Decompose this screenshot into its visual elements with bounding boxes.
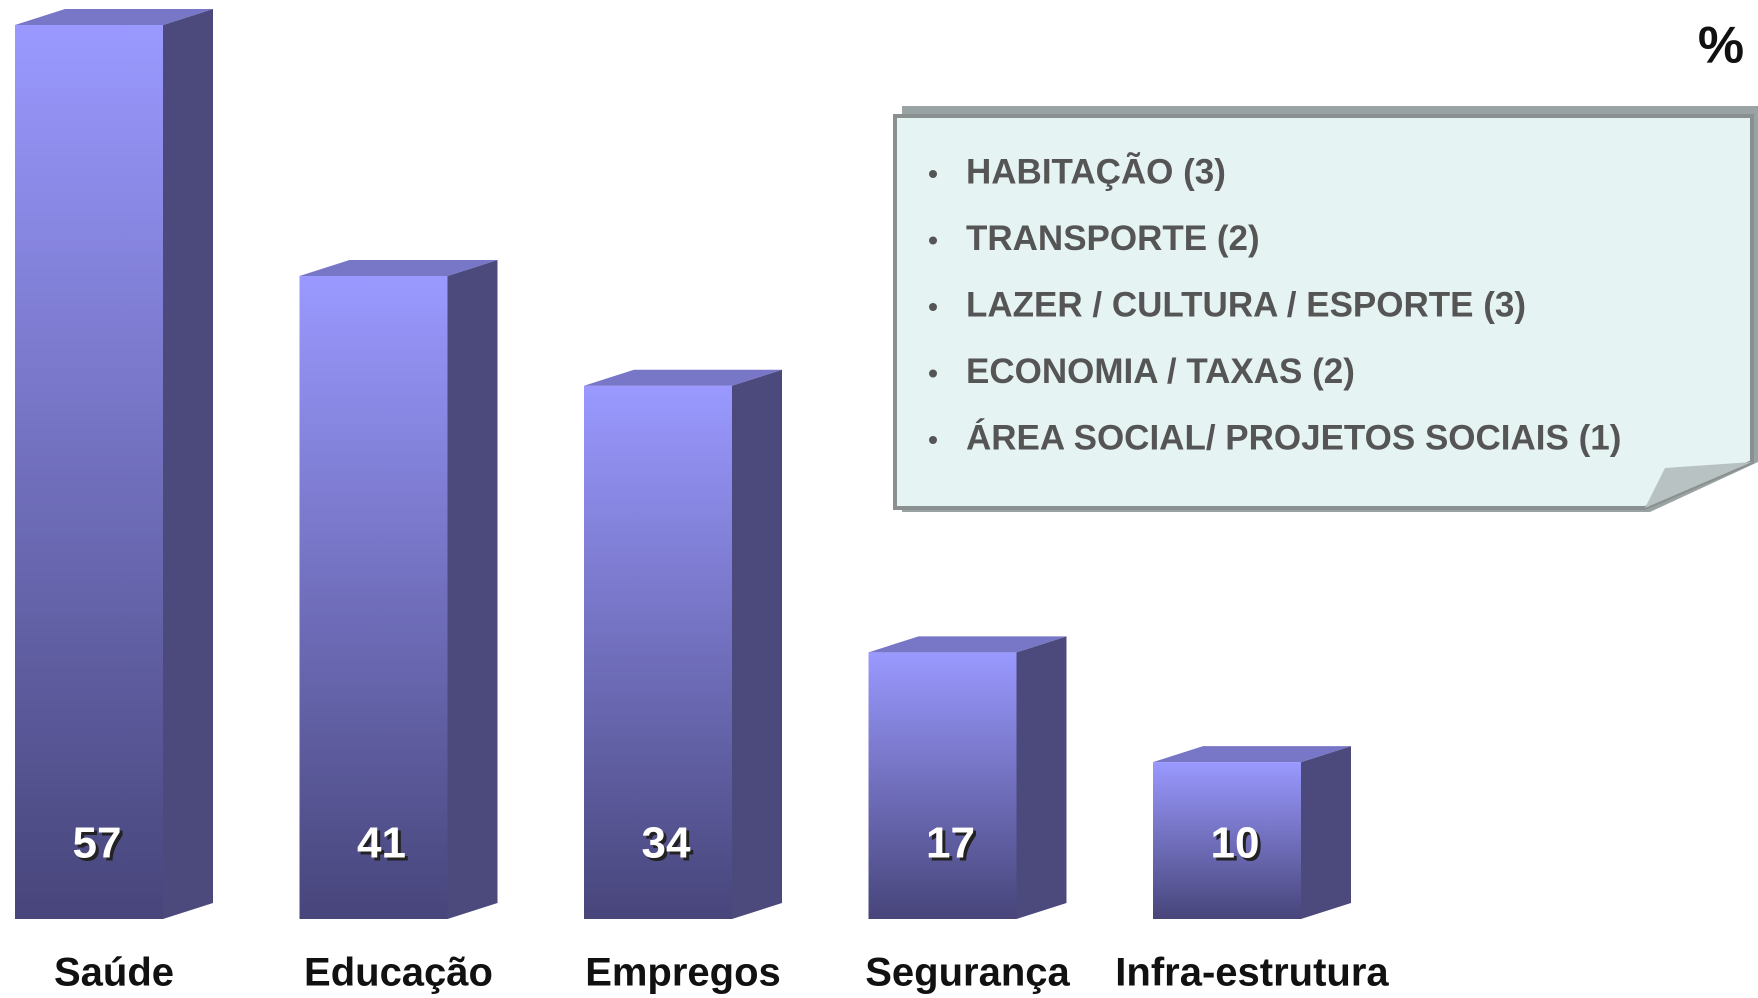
bar-side — [1301, 746, 1351, 919]
bar-top — [584, 369, 782, 386]
bar-side — [163, 9, 213, 919]
bullet — [929, 170, 937, 178]
x-tick-label: Saúde — [54, 951, 174, 995]
x-tick-label: Segurança — [865, 951, 1070, 995]
x-tick-label: Educação — [304, 951, 493, 995]
annotation: HABITAÇÃO (3) — [966, 152, 1226, 191]
value-label: 34 — [642, 819, 691, 868]
bar-side — [732, 369, 782, 920]
annotation: TRANSPORTE (2) — [966, 219, 1260, 258]
x-tick-label: Infra-estrutura — [1115, 951, 1389, 995]
bullet — [929, 303, 937, 311]
x-tick-label: Empregos — [585, 951, 781, 995]
value-label: 57 — [73, 819, 122, 868]
bar-front — [299, 275, 448, 919]
note-box — [893, 106, 1758, 512]
annotation: ECONOMIA / TAXAS (2) — [966, 352, 1355, 391]
bullet — [929, 369, 937, 378]
bar-front — [584, 385, 732, 920]
value-label: 10 — [1211, 819, 1260, 868]
bar — [1153, 746, 1351, 919]
bar-top — [1153, 746, 1351, 763]
bar-front — [15, 25, 163, 919]
bar-side — [1016, 636, 1067, 919]
bar — [15, 9, 213, 919]
value-label-shadow: 41 — [360, 822, 409, 871]
value-label-shadow: 10 — [1214, 822, 1263, 871]
annotation: ÁREA SOCIAL/ PROJETOS SOCIAIS (1) — [966, 417, 1621, 457]
value-label-shadow: 57 — [76, 822, 125, 871]
value-label-shadow: 34 — [645, 822, 694, 871]
bar-front — [868, 652, 1017, 919]
bar-side — [447, 259, 498, 919]
annotation: LAZER / CULTURA / ESPORTE (3) — [966, 285, 1526, 324]
value-label: 41 — [357, 819, 406, 868]
bar-top — [299, 259, 498, 276]
bar-front — [1153, 762, 1301, 919]
bar — [299, 259, 498, 919]
value-label-shadow: 17 — [929, 822, 978, 871]
bullet — [929, 236, 937, 245]
bar — [868, 636, 1067, 919]
value-label: 17 — [926, 819, 975, 868]
unit-label: % — [1698, 17, 1744, 75]
bar-top — [15, 9, 213, 25]
bar-top — [868, 636, 1067, 653]
bar — [584, 369, 782, 920]
bullet — [929, 436, 937, 444]
